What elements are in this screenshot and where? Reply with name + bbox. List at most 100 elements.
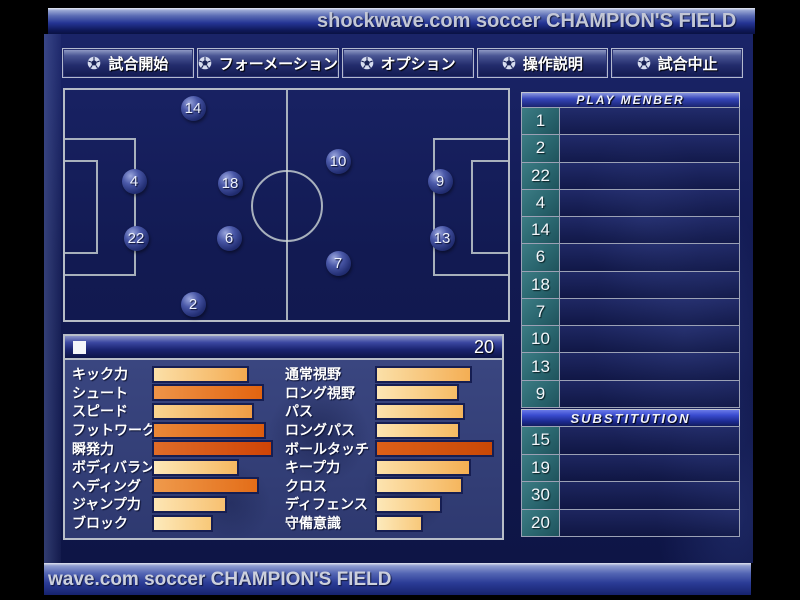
soccer-ball-icon bbox=[360, 56, 373, 70]
stat-bar bbox=[375, 458, 471, 476]
menu-button-label: オプション bbox=[380, 55, 456, 73]
roster-name-cell[interactable] bbox=[559, 108, 739, 135]
roster-number-cell: 18 bbox=[522, 271, 559, 298]
menu-button-cancel-match[interactable]: 試合中止 bbox=[611, 48, 743, 78]
roster-row[interactable]: 19 bbox=[521, 453, 740, 482]
player-token-9[interactable]: 9 bbox=[427, 168, 453, 194]
player-token-number: 7 bbox=[333, 254, 343, 272]
stat-bar bbox=[375, 421, 460, 439]
roster-name-cell[interactable] bbox=[559, 189, 739, 217]
roster-name-cell[interactable] bbox=[559, 353, 739, 380]
roster-name-cell[interactable] bbox=[559, 509, 739, 536]
stat-bar bbox=[375, 514, 423, 532]
stat-bar bbox=[152, 458, 239, 476]
roster-row[interactable]: 20 bbox=[521, 508, 740, 537]
stat-label: ボールタッチ bbox=[285, 440, 369, 457]
roster-row[interactable]: 30 bbox=[521, 481, 740, 510]
roster-number-cell: 19 bbox=[522, 454, 559, 481]
stat-row: 通常視野 bbox=[285, 365, 503, 384]
roster-row[interactable]: 4 bbox=[521, 188, 740, 218]
player-token-6[interactable]: 6 bbox=[216, 225, 242, 251]
menu-button-formation[interactable]: フォーメーション bbox=[196, 48, 339, 78]
stat-bar bbox=[375, 402, 465, 420]
stat-row: ディフェンス bbox=[285, 495, 503, 514]
stat-bar bbox=[152, 477, 259, 495]
roster-row[interactable]: 6 bbox=[521, 243, 740, 272]
roster-row[interactable]: 13 bbox=[521, 352, 740, 381]
app-title: shockwave.com soccer CHAMPION'S FIELD bbox=[317, 10, 737, 32]
field-center-circle bbox=[251, 170, 323, 242]
roster-name-cell[interactable] bbox=[559, 217, 739, 244]
roster-row[interactable]: 9 bbox=[521, 379, 740, 408]
stat-row: パス bbox=[285, 402, 503, 421]
player-token-18[interactable]: 18 bbox=[217, 170, 243, 196]
menu-button-options[interactable]: オプション bbox=[341, 48, 474, 78]
selected-player-marker-icon bbox=[73, 340, 86, 354]
menu-button-start-match[interactable]: 試合開始 bbox=[62, 48, 194, 78]
player-token-14[interactable]: 14 bbox=[180, 95, 206, 121]
roster-name-cell[interactable] bbox=[559, 326, 739, 353]
menu-button-label: フォーメーション bbox=[218, 55, 338, 73]
stat-label: キック力 bbox=[72, 366, 128, 383]
roster-row[interactable]: 7 bbox=[521, 297, 740, 327]
footer-title: wave.com soccer CHAMPION'S FIELD bbox=[48, 569, 392, 590]
stat-row: ボールタッチ bbox=[285, 439, 503, 458]
soccer-field: 14 10 4 18 9 22 6 13 7 2 bbox=[63, 88, 510, 322]
stat-row: ロング視野 bbox=[285, 384, 503, 403]
soccer-ball-icon bbox=[637, 56, 650, 70]
stats-column-right: 通常視野 ロング視野 パス ロングパス ボールタッチ キープ力 クロス ディフェンス 守備意識 bbox=[285, 365, 503, 532]
player-token-4[interactable]: 4 bbox=[121, 168, 147, 194]
roster-name-cell[interactable] bbox=[559, 380, 739, 407]
roster-name-cell[interactable] bbox=[559, 427, 739, 454]
stat-label: キープ力 bbox=[285, 459, 341, 476]
player-token-22[interactable]: 22 bbox=[123, 225, 149, 251]
stat-bar bbox=[152, 495, 227, 513]
roster-name-cell[interactable] bbox=[559, 271, 739, 298]
player-token-10[interactable]: 10 bbox=[325, 148, 351, 174]
stat-label: ロング視野 bbox=[285, 384, 355, 401]
roster-row[interactable]: 2 bbox=[521, 134, 740, 163]
stat-row: 瞬発力 bbox=[72, 439, 284, 458]
stat-label: 瞬発力 bbox=[72, 440, 114, 457]
roster-row[interactable]: 22 bbox=[521, 161, 740, 190]
roster-row[interactable]: 14 bbox=[521, 216, 740, 245]
play-member-header: PLAY MENBER bbox=[521, 92, 740, 108]
soccer-ball-icon bbox=[502, 56, 516, 70]
stat-bar bbox=[152, 514, 213, 532]
stat-row: クロス bbox=[285, 477, 503, 496]
roster-row[interactable]: 1 bbox=[521, 107, 740, 136]
menu-bar: 試合開始 フォーメーション オプション 操作説明 試合中止 bbox=[62, 48, 743, 78]
menu-button-label: 操作説明 bbox=[522, 55, 583, 73]
roster-number-cell: 9 bbox=[522, 380, 559, 407]
player-token-13[interactable]: 13 bbox=[429, 225, 455, 251]
roster-name-cell[interactable] bbox=[559, 482, 739, 509]
player-token-2[interactable]: 2 bbox=[180, 291, 206, 317]
player-token-number: 10 bbox=[329, 152, 347, 170]
stat-label: シュート bbox=[72, 384, 128, 401]
roster-row[interactable]: 15 bbox=[521, 426, 740, 455]
roster-number-cell: 1 bbox=[522, 108, 559, 135]
stat-bar bbox=[375, 495, 442, 513]
player-token-number: 13 bbox=[433, 229, 451, 247]
roster-number-cell: 22 bbox=[522, 162, 559, 189]
stat-label: 通常視野 bbox=[285, 366, 341, 383]
roster-number-cell: 20 bbox=[522, 509, 559, 536]
roster-name-cell[interactable] bbox=[559, 454, 739, 481]
substitution-header: SUBSTITUTION bbox=[521, 409, 740, 427]
title-bar: shockwave.com soccer CHAMPION'S FIELD bbox=[48, 8, 755, 34]
roster-number-cell: 6 bbox=[522, 244, 559, 271]
menu-button-instructions[interactable]: 操作説明 bbox=[476, 48, 609, 78]
roster-name-cell[interactable] bbox=[559, 244, 739, 271]
stat-bar bbox=[152, 421, 266, 439]
roster-name-cell[interactable] bbox=[559, 135, 739, 162]
player-token-7[interactable]: 7 bbox=[325, 250, 351, 276]
roster-row[interactable]: 10 bbox=[521, 325, 740, 354]
roster-row[interactable]: 18 bbox=[521, 270, 740, 299]
field-penalty-area-left bbox=[65, 138, 136, 276]
player-token-number: 9 bbox=[435, 172, 445, 190]
roster-name-cell[interactable] bbox=[559, 162, 739, 189]
roster-number-cell: 10 bbox=[522, 326, 559, 353]
soccer-ball-icon bbox=[88, 56, 101, 70]
roster-name-cell[interactable] bbox=[559, 298, 739, 326]
